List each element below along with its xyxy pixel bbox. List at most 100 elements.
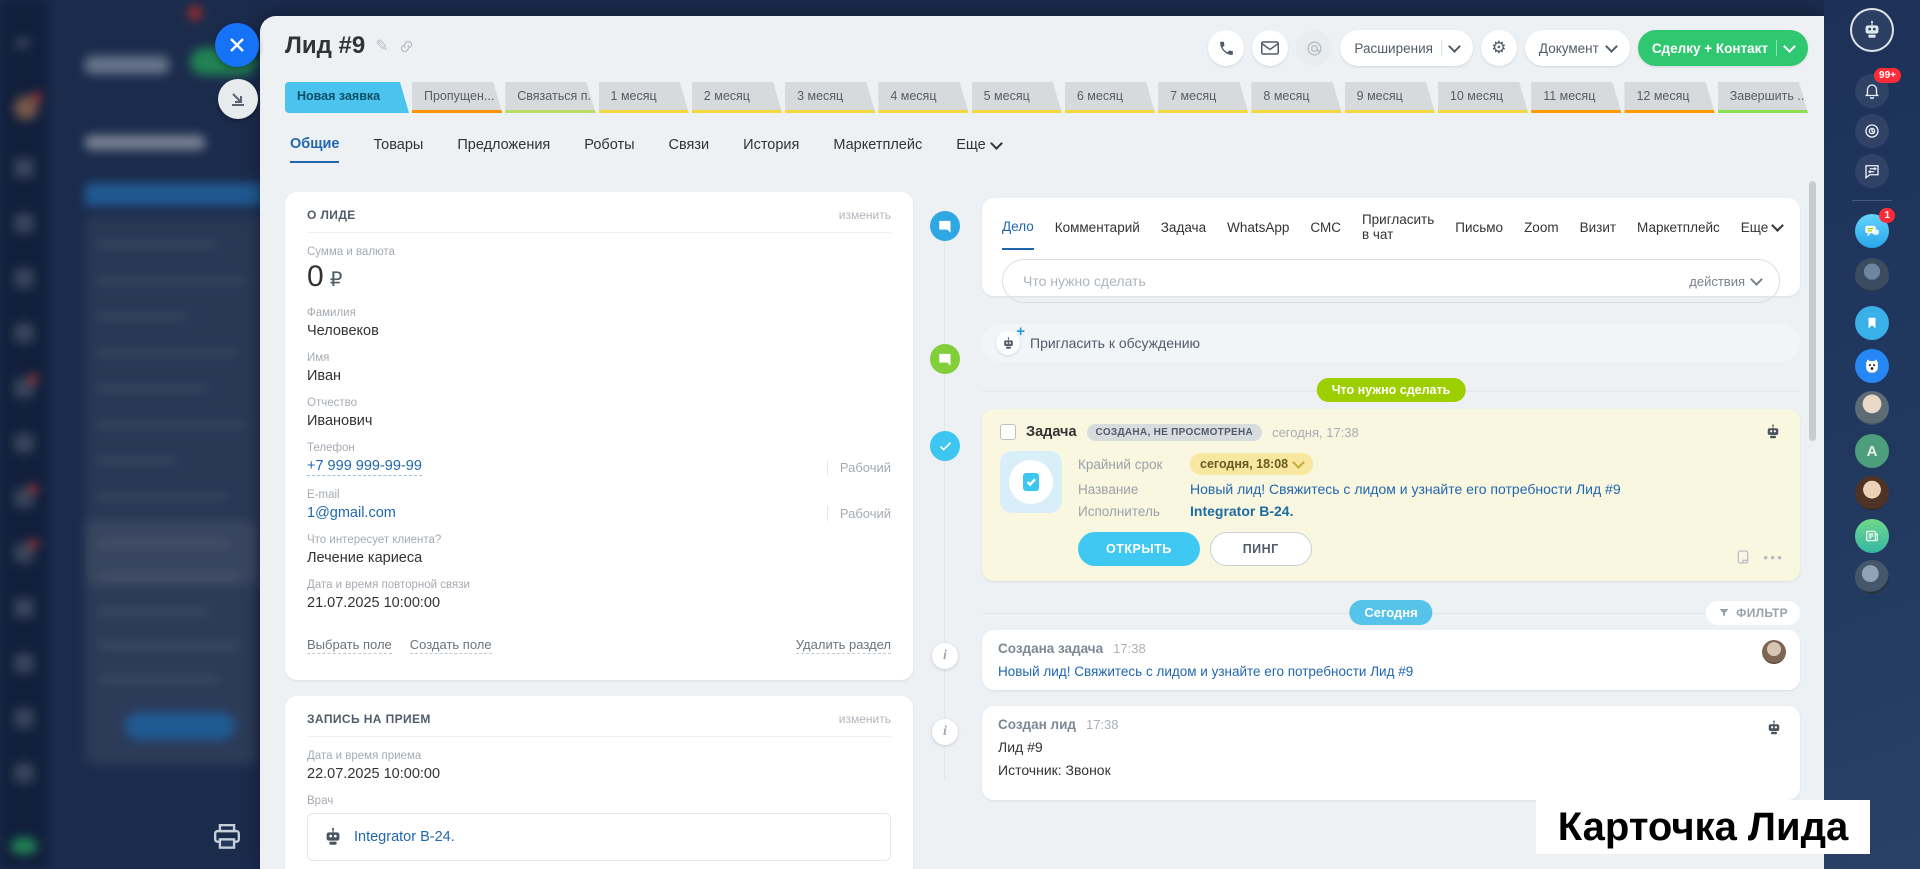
tab-predlozheniya[interactable]: Предложения: [457, 137, 551, 153]
chevron-down-icon: [1783, 40, 1796, 53]
deal-contact-button[interactable]: Сделку + Контакт: [1637, 30, 1808, 66]
todo-input[interactable]: [1021, 272, 1690, 290]
stage-label: 4 месяц: [890, 89, 937, 103]
settings-button[interactable]: ⚙: [1480, 30, 1517, 66]
pipeline-stage[interactable]: Новая заявка: [285, 82, 409, 113]
lead-toolbar: Расширения ⚙ Документ Сделку + Контакт: [1208, 30, 1808, 66]
contact-avatar[interactable]: [1855, 476, 1889, 510]
pipeline-stage[interactable]: Завершить ...: [1718, 82, 1808, 113]
pipeline-stage[interactable]: 12 месяц: [1624, 82, 1714, 113]
assignee-link[interactable]: Integrator B-24.: [1190, 503, 1294, 519]
panel-scrollbar[interactable]: [1809, 181, 1816, 441]
activity-tab-whatsapp[interactable]: WhatsApp: [1227, 219, 1290, 235]
activity-tab-zadacha[interactable]: Задача: [1160, 219, 1207, 235]
check-icon: [939, 441, 951, 451]
timeline-filter-button[interactable]: ФИЛЬТР: [1706, 601, 1800, 625]
tab-roboty[interactable]: Роботы: [584, 137, 635, 153]
notifications-button[interactable]: 99+: [1855, 68, 1901, 108]
doctor-chip[interactable]: Integrator B-24.: [307, 813, 891, 861]
entry-author-avatar[interactable]: [1762, 640, 1786, 664]
pipeline-stage[interactable]: 2 месяц: [692, 82, 782, 113]
copy-link-icon[interactable]: [399, 39, 414, 54]
stage-label: 2 месяц: [703, 89, 750, 103]
messenger-button[interactable]: 1: [1855, 208, 1895, 248]
printer-icon[interactable]: [212, 824, 242, 850]
pipeline-stage[interactable]: 10 месяц: [1438, 82, 1528, 113]
activity-tab-kommentariy[interactable]: Комментарий: [1054, 219, 1140, 235]
edit-section-link[interactable]: изменить: [838, 712, 891, 726]
pipeline-stage[interactable]: 6 месяц: [1065, 82, 1155, 113]
actions-dropdown[interactable]: действия: [1689, 273, 1763, 289]
select-field-link[interactable]: Выбрать поле: [307, 637, 392, 654]
entry-task-link[interactable]: Новый лид! Свяжитесь с лидом и узнайте е…: [998, 664, 1414, 679]
pipeline-stage[interactable]: 5 месяц: [972, 82, 1062, 113]
edit-section-link[interactable]: изменить: [838, 208, 891, 222]
pipeline-stage[interactable]: Пропущен...: [412, 82, 502, 113]
task-name-link[interactable]: Новый лид! Свяжитесь с лидом и узнайте е…: [1190, 481, 1621, 497]
activity-tab-more[interactable]: Еще: [1741, 212, 1785, 250]
user-avatar-robot[interactable]: [1850, 8, 1894, 52]
today-pill[interactable]: Сегодня: [1349, 600, 1433, 625]
activity-tab-invite-chat[interactable]: Пригласить в чат: [1361, 212, 1435, 242]
contact-avatar[interactable]: [1855, 560, 1889, 594]
ping-button[interactable]: ПИНГ: [1209, 532, 1312, 566]
timeline-entry-task-created[interactable]: Создана задача 17:38 Новый лид! Свяжитес…: [982, 630, 1800, 690]
more-actions-icon[interactable]: •••: [1763, 549, 1784, 565]
pipeline-stage[interactable]: 9 месяц: [1345, 82, 1435, 113]
extensions-button[interactable]: Расширения: [1340, 30, 1473, 66]
tab-istoriya[interactable]: История: [743, 137, 800, 153]
timeline-connector: [944, 226, 945, 781]
news-channel-button[interactable]: [1855, 519, 1889, 553]
activity-tab-marketpleys[interactable]: Маркетплейс: [1637, 219, 1720, 235]
pipeline-stage[interactable]: 7 месяц: [1158, 82, 1248, 113]
tab-svyazi[interactable]: Связи: [668, 137, 710, 153]
pipeline-stage[interactable]: 11 месяц: [1531, 82, 1621, 113]
pipeline-stage[interactable]: 4 месяц: [878, 82, 968, 113]
email-link[interactable]: 1@gmail.com: [307, 505, 396, 521]
contact-monogram[interactable]: A: [1855, 434, 1889, 468]
phone-link[interactable]: +7 999 999-99-99: [307, 458, 422, 476]
comment-bubble-icon: [938, 353, 951, 366]
saved-messages-button[interactable]: [1855, 306, 1889, 340]
note-icon[interactable]: [1735, 549, 1751, 565]
activity-tab-zoom[interactable]: Zoom: [1524, 219, 1559, 235]
document-button[interactable]: Документ: [1524, 30, 1630, 66]
deadline-pill[interactable]: сегодня, 18:08: [1190, 453, 1314, 475]
task-card: Задача СОЗДАНА, НЕ ПРОСМОТРЕНА сегодня, …: [982, 409, 1800, 581]
close-button[interactable]: [215, 23, 259, 67]
pipeline-stage[interactable]: 1 месяц: [599, 82, 689, 113]
vk-chat-button[interactable]: [1855, 349, 1889, 383]
todo-pill[interactable]: Что нужно сделать: [1316, 378, 1466, 402]
tab-tovary[interactable]: Товары: [373, 137, 424, 153]
task-checkbox[interactable]: [1000, 424, 1016, 440]
doctor-link[interactable]: Integrator B-24.: [354, 829, 455, 845]
entry-lead-source: Источник: Звонок: [998, 762, 1111, 778]
openline-chat-button[interactable]: [1296, 30, 1333, 66]
open-task-button[interactable]: ОТКРЫТЬ: [1078, 532, 1200, 566]
stage-label: Связаться п...: [517, 89, 596, 103]
pipeline-stage[interactable]: 8 месяц: [1251, 82, 1341, 113]
minimize-panel-button[interactable]: [218, 79, 258, 119]
call-button[interactable]: [1208, 30, 1245, 66]
chat-transfer-button[interactable]: [1855, 154, 1889, 188]
contact-avatar[interactable]: [1855, 391, 1889, 425]
tab-obschie[interactable]: Общие: [290, 136, 340, 163]
email-button[interactable]: [1252, 30, 1289, 66]
delete-section-link[interactable]: Удалить раздел: [795, 637, 891, 654]
pipeline-stage[interactable]: 3 месяц: [785, 82, 875, 113]
create-field-link[interactable]: Создать поле: [409, 637, 492, 654]
timeline-entry-lead-created[interactable]: Создан лид 17:38 Лид #9 Источник: Звонок: [982, 706, 1800, 800]
activity-tab-vizit[interactable]: Визит: [1579, 219, 1617, 235]
activity-tab-delo[interactable]: Дело: [1002, 212, 1034, 250]
invite-discussion-row[interactable]: + Пригласить к обсуждению: [982, 324, 1800, 362]
pipeline-stage[interactable]: Связаться п...: [505, 82, 595, 113]
activity-tab-sms[interactable]: СМС: [1310, 219, 1341, 235]
tab-more[interactable]: Еще: [956, 136, 1003, 163]
activity-tab-pismo[interactable]: Письмо: [1455, 219, 1504, 235]
tab-marketpleys[interactable]: Маркетплейс: [833, 137, 923, 153]
contact-avatar[interactable]: [1855, 258, 1889, 292]
status-timer-button[interactable]: [1855, 114, 1889, 148]
field-interest: Что интересует клиента? Лечение кариеса: [307, 534, 442, 566]
edit-title-icon[interactable]: ✎: [375, 38, 389, 55]
task-deadline-row: Крайний срок сегодня, 18:08: [1078, 453, 1621, 475]
